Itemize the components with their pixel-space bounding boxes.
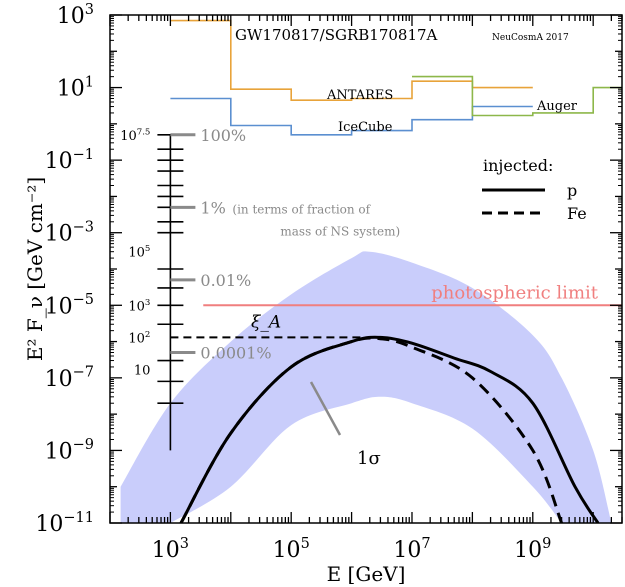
plot-area <box>120 19 622 523</box>
y-tick-label: 10−7 <box>45 365 94 392</box>
chart-title: GW170817/SGRB170817A <box>235 26 438 44</box>
x-tick-label: 107 <box>393 536 430 563</box>
inset-black-label: 10 <box>134 363 151 378</box>
x-axis-label: E [GeV] <box>327 562 406 586</box>
axes: 103 105 107 109 103 101 10−1 10−3 10−5 10−7 10−9 10… <box>35 2 623 563</box>
y-axis-label: E² F_ν [GeV cm⁻²] <box>23 177 47 361</box>
x-tick-label: 109 <box>514 536 551 563</box>
limit-label-icecube: IceCube <box>338 120 393 135</box>
photospheric-limit-label: photospheric limit <box>431 282 599 303</box>
xi-label: ξ_A <box>251 312 281 332</box>
inset-black-label: 105 <box>128 244 150 260</box>
chart-credit: NeuCosmA 2017 <box>492 33 569 43</box>
limit-line-icecube <box>170 97 533 136</box>
inset-note-line1: (in terms of fraction of <box>232 202 371 216</box>
y-tick-label: 10−5 <box>45 292 94 319</box>
series-line-fe <box>179 336 563 523</box>
plot-overlays: 107.5 105 103 102 10 100% 1% 0.01% 0.0001% (in te… <box>120 88 599 469</box>
sigma-pointer <box>309 381 342 436</box>
inset-black-label: 107.5 <box>120 127 150 143</box>
inset-gray-label: 1% <box>200 198 225 217</box>
limit-line-auger <box>412 75 622 117</box>
sigma-band <box>120 251 612 523</box>
legend-title: injected: <box>483 156 553 175</box>
limit-label-auger: Auger <box>536 99 578 114</box>
inset-note-line2: mass of NS system) <box>280 224 400 238</box>
x-tick-label: 103 <box>152 536 189 563</box>
inset-black-label: 103 <box>128 298 150 314</box>
limit-label-antares: ANTARES <box>326 88 393 103</box>
legend-label-fe: Fe <box>567 204 587 223</box>
sigma-label: 1σ <box>357 448 381 469</box>
inset-gray-label: 0.0001% <box>200 343 271 362</box>
inset-black-label: 102 <box>128 330 150 346</box>
y-tick-label: 10−9 <box>45 437 94 464</box>
y-tick-label: 10−1 <box>45 147 94 174</box>
inset-gray-label: 0.01% <box>200 271 251 290</box>
y-tick-label: 101 <box>57 74 94 101</box>
y-tick-label: 10−11 <box>35 510 94 537</box>
x-tick-label: 105 <box>273 536 310 563</box>
y-tick-label: 10−3 <box>45 219 94 246</box>
inset-gray-label: 100% <box>200 126 246 145</box>
y-tick-label: 103 <box>57 2 94 29</box>
legend-label-p: p <box>567 181 577 200</box>
